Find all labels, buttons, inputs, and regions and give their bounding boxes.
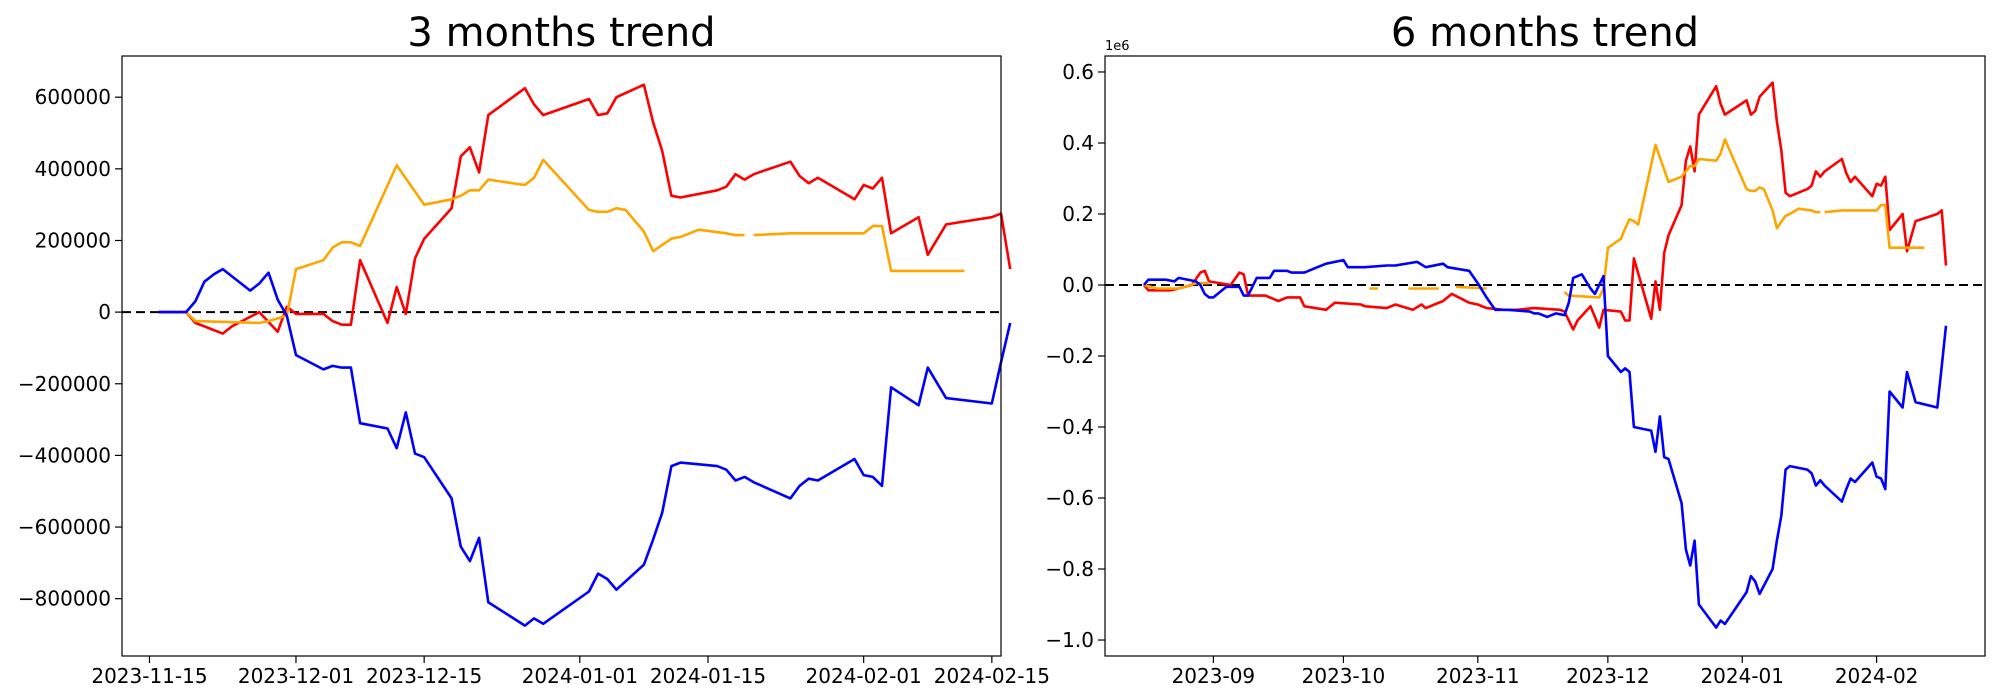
x-tick-label: 2023-12-01 — [238, 664, 354, 688]
chart-panel-3-months: 3 months trend 2023-11-15 2023-12-01 2023-1… — [18, 10, 1050, 688]
series-line-0 — [158, 83, 1012, 335]
x-tick-label: 2024-02-15 — [934, 664, 1050, 688]
y-tick-label: 0.0 — [1062, 273, 1094, 297]
x-tick-label: 2024-01-01 — [522, 664, 638, 688]
y-tick-label: 0.2 — [1062, 202, 1094, 226]
y-tick-label: −600000 — [18, 515, 111, 539]
y-tick-label: 0 — [98, 300, 111, 324]
series-line-1 — [1144, 139, 1942, 297]
y-tick-label: −800000 — [18, 587, 111, 611]
y-tick-label: −0.8 — [1045, 557, 1094, 581]
y-tick-label: 400000 — [35, 157, 111, 181]
y-axis-offset-label: 1e6 — [1105, 39, 1130, 54]
x-tick-label: 2023-12 — [1566, 664, 1650, 688]
series-line-0 — [1142, 81, 1948, 331]
y-tick-label: 200000 — [35, 228, 111, 252]
y-tick-label: −1.0 — [1045, 628, 1094, 652]
x-tick-label: 2023-11 — [1436, 664, 1520, 688]
x-tick-label: 2024-02 — [1835, 664, 1919, 688]
x-tick-label: 2023-10 — [1302, 664, 1386, 688]
x-tick-label: 2024-01 — [1700, 664, 1784, 688]
series-line-2 — [158, 267, 1012, 627]
y-tick-label: −0.4 — [1045, 415, 1094, 439]
x-tick-label: 2023-12-15 — [366, 664, 482, 688]
y-tick-label: −400000 — [18, 443, 111, 467]
chart-title: 6 months trend — [1391, 10, 1699, 56]
y-tick-label: 0.6 — [1062, 60, 1094, 84]
y-tick-label: −0.2 — [1045, 344, 1094, 368]
axes-frame — [121, 55, 1002, 657]
y-tick-label: 0.4 — [1062, 131, 1094, 155]
chart-title: 3 months trend — [407, 10, 715, 56]
x-tick-label: 2024-02-01 — [806, 664, 922, 688]
x-tick-label: 2023-09 — [1172, 664, 1256, 688]
y-tick-label: −0.6 — [1045, 486, 1094, 510]
y-tick-label: −200000 — [18, 372, 111, 396]
series-line-2 — [1142, 258, 1948, 629]
series-line-1 — [186, 160, 1001, 323]
y-tick-label: 600000 — [35, 85, 111, 109]
x-tick-label: 2023-11-15 — [91, 664, 207, 688]
x-tick-label: 2024-01-15 — [650, 664, 766, 688]
axes-frame — [1104, 55, 1986, 657]
chart-panel-6-months: 6 months trend 2023-09 2023-10 2023-11 2023-… — [1045, 10, 1986, 688]
